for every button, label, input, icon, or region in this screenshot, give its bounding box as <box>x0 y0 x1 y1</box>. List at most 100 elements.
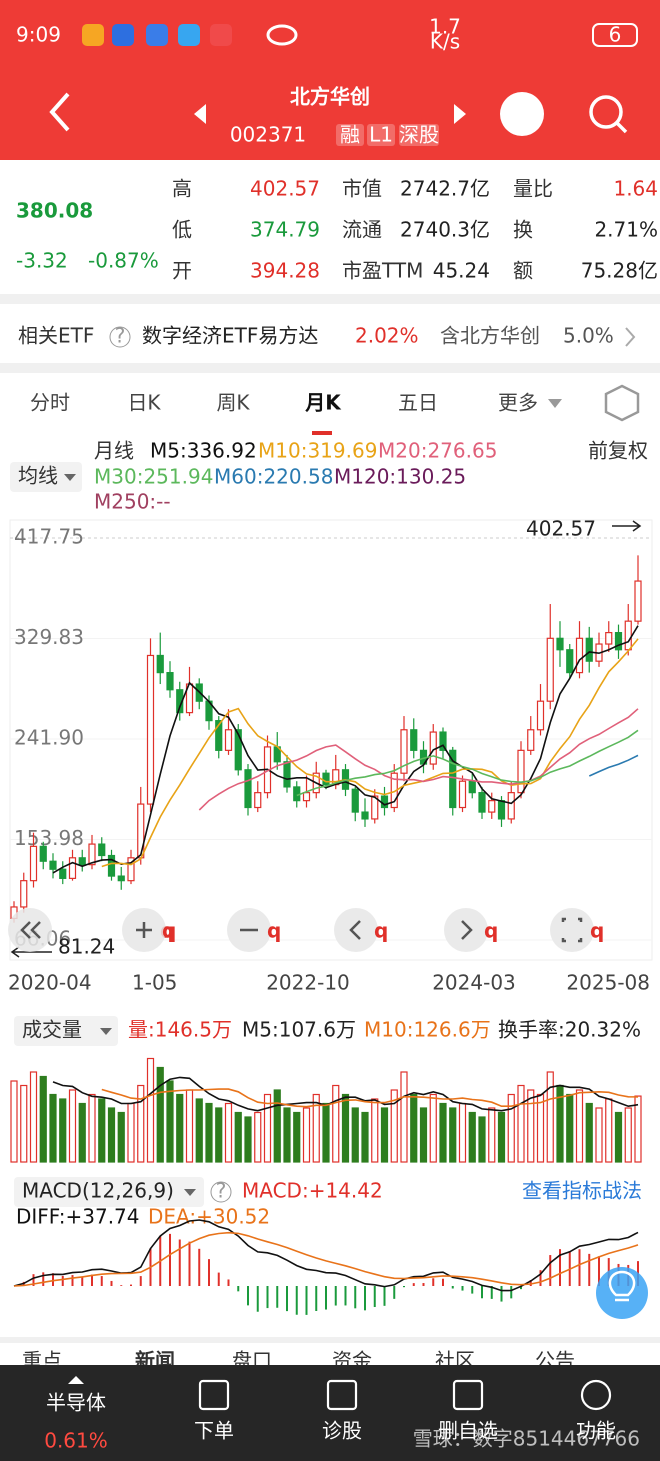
stock-code: 002371 <box>230 123 306 147</box>
volume-bar <box>224 1102 233 1163</box>
chart-control[interactable] <box>550 908 594 952</box>
macd-line <box>13 1231 639 1287</box>
overlay-mark: q <box>374 919 388 943</box>
macd-link[interactable]: 查看指标战法 <box>522 1179 642 1203</box>
x-tick-label: 2022-10 <box>266 971 350 995</box>
volume-bar <box>566 1093 574 1163</box>
change: -3.32 <box>16 249 68 273</box>
etf-pct: 2.02% <box>355 324 419 348</box>
prev-stock[interactable] <box>194 104 206 124</box>
candle-body <box>605 632 613 645</box>
header-bg <box>0 0 660 160</box>
volume-bar <box>371 1098 379 1163</box>
ma-line <box>198 708 639 811</box>
tab[interactable]: 日K <box>127 391 161 415</box>
volume-bar <box>624 1107 632 1163</box>
robot-button[interactable] <box>500 92 544 136</box>
tip-button[interactable] <box>596 1267 648 1319</box>
candle-body <box>166 672 174 691</box>
chart-frame <box>9 519 653 961</box>
battery-level: 6 <box>609 23 622 47</box>
ma-value: M60:220.58 <box>214 465 333 489</box>
candle-body <box>234 729 242 771</box>
volume-bar <box>517 1084 525 1163</box>
field-value: 374.79 <box>250 218 320 242</box>
candle-body <box>88 843 96 866</box>
volume-bar <box>283 1107 291 1163</box>
field-value: 75.28亿 <box>581 259 658 283</box>
tag-bg <box>336 124 364 146</box>
ma-value: M30:251.94 <box>94 465 213 489</box>
field-label: 换 <box>513 218 533 242</box>
volume-bar <box>322 1102 330 1163</box>
tab[interactable]: 更多 <box>498 391 538 415</box>
candle-body <box>371 795 379 820</box>
volume-bar <box>78 1102 86 1163</box>
tab[interactable]: 分时 <box>30 391 70 415</box>
settings-button[interactable] <box>604 384 640 422</box>
ma-value: M5:336.92 <box>150 439 257 463</box>
app-icon <box>112 24 134 46</box>
candle-body <box>488 800 496 813</box>
nav-item[interactable]: 删自选 <box>438 1419 498 1443</box>
nav-item[interactable]: 下单 <box>194 1419 234 1443</box>
volume-bar <box>312 1093 320 1163</box>
volume-bar <box>10 1080 18 1163</box>
volume-bar <box>185 1089 194 1163</box>
candle-body <box>566 649 574 674</box>
tab[interactable]: 五日 <box>398 391 438 415</box>
x-tick-label: 2020-04 <box>8 971 92 995</box>
volume-bar <box>341 1093 350 1163</box>
app-icon <box>146 24 168 46</box>
candle-body <box>283 761 291 788</box>
candle-body <box>49 860 57 870</box>
candle-body <box>468 780 476 794</box>
selector-bg <box>10 462 82 492</box>
app-icon <box>178 24 200 46</box>
y-tick-label: 329.83 <box>14 625 84 649</box>
nav-icon <box>452 1379 484 1411</box>
candle-body <box>585 637 593 662</box>
stock-tag: L1 <box>369 123 393 147</box>
tab[interactable]: 周K <box>216 391 250 415</box>
volume-selector[interactable]: 成交量 <box>22 1018 82 1042</box>
candle-body <box>98 843 106 857</box>
ma-line <box>296 729 639 797</box>
volume-bar <box>146 1057 155 1163</box>
etf-name: 数字经济ETF易方达 <box>142 324 318 348</box>
macd-selector[interactable]: MACD(12,26,9) <box>22 1179 174 1203</box>
help-icon <box>109 326 131 348</box>
candle-body <box>224 729 233 751</box>
back-button[interactable] <box>49 92 70 132</box>
nav-item[interactable]: 诊股 <box>322 1419 362 1443</box>
search-button[interactable] <box>589 95 623 129</box>
volume-bar <box>497 1111 506 1163</box>
sector[interactable]: 半导体 <box>46 1391 106 1415</box>
candle-body <box>107 854 116 877</box>
volume-bar <box>478 1116 486 1163</box>
field-value: 402.57 <box>250 177 320 201</box>
candle-body <box>59 868 67 879</box>
volume-bar <box>156 1066 164 1163</box>
chevron <box>625 327 636 347</box>
candle-body <box>478 792 486 813</box>
nav-item[interactable]: 功能 <box>576 1419 616 1443</box>
next-stock[interactable] <box>454 104 466 124</box>
ma-line <box>588 754 639 777</box>
watermark: 雪球：数字8514467766 <box>413 1427 640 1451</box>
volume-bar <box>419 1107 428 1163</box>
chart-control[interactable] <box>8 908 52 952</box>
candle-body <box>156 654 164 674</box>
chart-control[interactable] <box>444 908 488 952</box>
chart-control[interactable] <box>334 908 378 952</box>
volume-bar <box>595 1107 603 1163</box>
volume-bar <box>29 1071 38 1163</box>
ma-selector[interactable]: 均线 <box>18 464 58 488</box>
stock-tag: 深股 <box>399 123 439 147</box>
dropdown <box>64 474 76 481</box>
volume-bar <box>215 1107 223 1163</box>
candle-body <box>458 780 467 809</box>
tab[interactable]: 月K <box>304 391 342 415</box>
volume-bar <box>351 1107 359 1163</box>
ma-value: M250:-- <box>94 490 171 514</box>
